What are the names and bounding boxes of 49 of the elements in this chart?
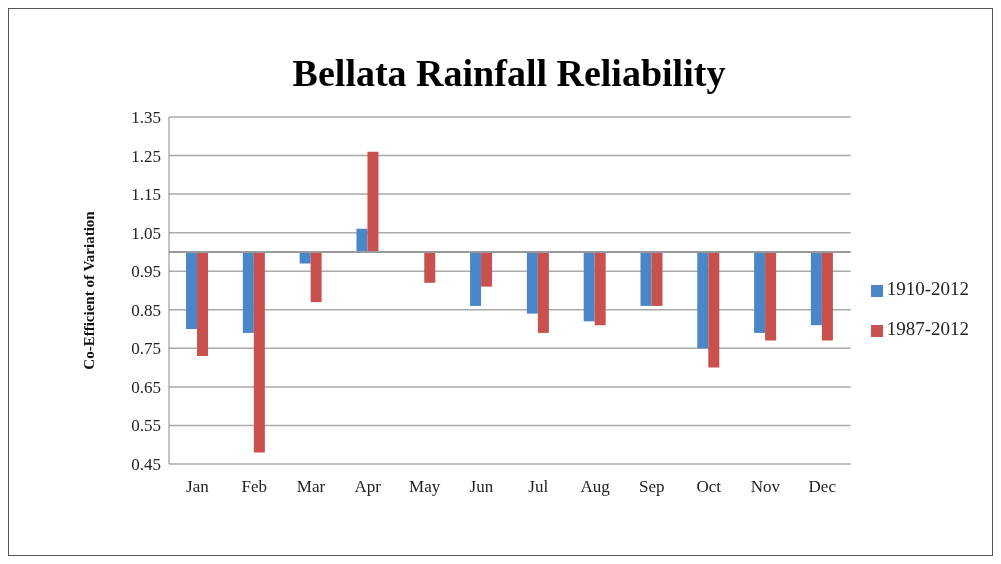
x-tick-label: Dec (808, 477, 837, 497)
bar (583, 251, 595, 322)
y-tick-label: 0.55 (131, 416, 161, 436)
x-tick-label: Mar (296, 477, 326, 497)
x-tick-label: Jun (469, 477, 494, 497)
x-tick-label: Feb (241, 477, 267, 497)
y-tick-label: 1.15 (131, 185, 161, 205)
x-tick-label: May (409, 477, 441, 497)
bar (367, 151, 379, 252)
bar (424, 251, 436, 283)
bar (708, 251, 720, 368)
y-tick-label: 0.75 (131, 339, 161, 359)
bar (594, 251, 606, 326)
x-tick-label: Aug (580, 477, 611, 497)
x-tick-label: Nov (750, 477, 781, 497)
y-tick-label: 1.25 (131, 146, 161, 166)
bar (697, 251, 709, 349)
bar (640, 251, 652, 306)
bar (356, 228, 368, 252)
legend-label: 1987-2012 (886, 318, 969, 339)
bar (651, 251, 663, 306)
bar (186, 251, 198, 330)
y-tick-label: 1.05 (131, 223, 161, 243)
y-tick-label: 0.65 (131, 377, 161, 397)
y-tick-label: 0.85 (131, 300, 161, 320)
bar (526, 251, 538, 314)
bar (754, 251, 766, 333)
x-tick-label: Oct (696, 477, 722, 497)
bar (470, 251, 482, 306)
bar (310, 251, 322, 303)
bar (810, 251, 822, 326)
y-tick-label: 0.95 (131, 262, 161, 282)
x-tick-label: Sep (639, 477, 665, 497)
y-tick-label: 0.45 (131, 455, 161, 475)
bar (253, 251, 265, 453)
bar (765, 251, 777, 341)
chart-title: Bellata Rainfall Reliability (291, 51, 727, 95)
bar (481, 251, 493, 287)
bar (537, 251, 549, 333)
bar (242, 251, 254, 333)
x-tick-label: Jul (528, 477, 549, 497)
bar (299, 251, 311, 264)
x-tick-label: Apr (354, 477, 382, 497)
y-tick-label: 1.35 (131, 108, 161, 128)
bar (197, 251, 209, 357)
y-axis-title: Co-Efficient of Variation (81, 210, 98, 370)
legend-label: 1910-2012 (886, 278, 969, 299)
x-tick-label: Jan (186, 477, 210, 497)
bar (821, 251, 833, 341)
